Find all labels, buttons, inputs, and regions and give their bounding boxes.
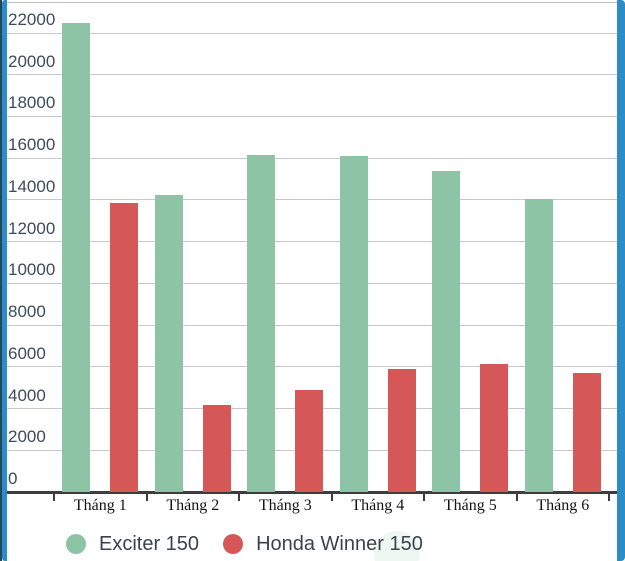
legend-label: Exciter 150	[99, 532, 200, 555]
gridline-y-16000	[7, 157, 618, 159]
y-axis-tick-label: 14000	[8, 176, 56, 196]
bar-winner-2	[202, 404, 231, 492]
x-axis-tick	[330, 493, 333, 501]
bar-exciter-6	[524, 198, 553, 492]
x-axis-tick	[238, 493, 240, 501]
y-axis-tick-label: 0	[8, 469, 18, 488]
x-axis-tick	[515, 493, 518, 501]
x-axis-category-label: Tháng 3	[258, 497, 312, 514]
gridline-y-20000	[7, 74, 618, 76]
bar-exciter-2	[154, 194, 183, 492]
x-axis-tick	[608, 493, 610, 501]
gridline-y-12000	[7, 241, 618, 243]
gridline-y-10000	[7, 282, 618, 284]
y-axis-tick-label: 20000	[8, 51, 56, 71]
bar-winner-3	[295, 390, 324, 492]
chart-legend: Exciter 150 Honda Winner 150	[66, 531, 447, 557]
bar-exciter-5	[432, 170, 461, 492]
x-axis-category-label: Tháng 2	[166, 497, 220, 514]
gridline-y-22000	[7, 32, 618, 34]
y-axis-tick-label: 16000	[8, 135, 56, 155]
y-axis-tick-label: 10000	[8, 260, 56, 280]
x-axis-tick	[423, 493, 425, 501]
bar-winner-1	[110, 203, 139, 492]
bar-exciter-3	[247, 155, 276, 492]
x-axis-tick	[53, 493, 55, 501]
bar-winner-5	[480, 363, 509, 492]
x-axis-line	[6, 491, 618, 494]
card-border-left-dark	[0, 0, 2, 561]
gridline-y-14000	[7, 199, 618, 201]
legend-label: Honda Winner 150	[256, 532, 423, 555]
top-hairline	[7, 2, 617, 3]
gridline-y-8000	[7, 324, 618, 326]
y-axis-tick-label: 2000	[8, 427, 46, 447]
bar-exciter-4	[339, 156, 368, 492]
gridline-y-6000	[7, 366, 618, 368]
y-axis-tick-label: 6000	[8, 343, 46, 363]
bar-exciter-1	[62, 22, 91, 492]
x-axis-category-label: Tháng 6	[536, 497, 590, 514]
bar-winner-4	[387, 369, 416, 492]
gridline-y-18000	[7, 115, 618, 117]
legend-dot-winner	[223, 534, 244, 554]
watermark	[374, 531, 420, 561]
x-axis-category-label: Tháng 4	[351, 497, 405, 514]
bar-winner-6	[572, 373, 601, 492]
x-axis-category-label: Tháng 5	[443, 497, 497, 514]
y-axis-tick-label: 22000	[8, 10, 56, 29]
legend-dot-exciter	[66, 534, 86, 554]
y-axis-tick-label: 4000	[8, 385, 46, 405]
card-border-left	[2, 0, 7, 561]
y-axis-tick-label: 12000	[8, 218, 56, 238]
card-border-right	[617, 0, 625, 561]
x-axis-tick	[145, 493, 148, 501]
y-axis-tick-label: 18000	[8, 93, 56, 113]
x-axis-category-label: Tháng 1	[73, 497, 127, 514]
y-axis-tick-label: 8000	[8, 302, 46, 322]
